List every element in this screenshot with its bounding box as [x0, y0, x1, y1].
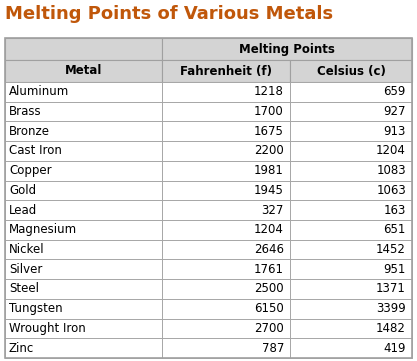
Bar: [290, 82, 412, 102]
Bar: [290, 200, 412, 220]
Bar: [5, 279, 162, 299]
Text: Bronze: Bronze: [9, 125, 50, 138]
Bar: [162, 38, 412, 60]
Text: Silver: Silver: [9, 263, 43, 276]
Bar: [5, 102, 162, 121]
Bar: [5, 240, 162, 260]
Text: 2700: 2700: [254, 322, 284, 335]
Bar: [162, 200, 290, 220]
Text: Brass: Brass: [9, 105, 42, 118]
Text: 1371: 1371: [376, 283, 406, 296]
Text: 787: 787: [261, 342, 284, 355]
Text: 1675: 1675: [254, 125, 284, 138]
Text: Lead: Lead: [9, 204, 37, 217]
Text: 3399: 3399: [376, 302, 406, 315]
Bar: [290, 161, 412, 180]
Bar: [5, 338, 162, 358]
Bar: [290, 102, 412, 121]
Bar: [5, 318, 162, 338]
Text: 913: 913: [384, 125, 406, 138]
Text: 1083: 1083: [377, 164, 406, 177]
Bar: [5, 180, 162, 200]
Text: Metal: Metal: [65, 65, 102, 78]
Bar: [162, 161, 290, 180]
Text: Copper: Copper: [9, 164, 52, 177]
Bar: [290, 220, 412, 240]
Text: 651: 651: [384, 223, 406, 236]
Bar: [5, 121, 162, 141]
Text: 951: 951: [384, 263, 406, 276]
Text: 927: 927: [384, 105, 406, 118]
Bar: [290, 180, 412, 200]
Text: 163: 163: [384, 204, 406, 217]
Text: 1981: 1981: [254, 164, 284, 177]
Text: 1218: 1218: [254, 85, 284, 98]
Bar: [5, 299, 162, 318]
Bar: [290, 318, 412, 338]
Text: 1761: 1761: [254, 263, 284, 276]
Bar: [5, 260, 162, 279]
Text: 419: 419: [384, 342, 406, 355]
Bar: [5, 220, 162, 240]
Bar: [162, 260, 290, 279]
Bar: [290, 299, 412, 318]
Bar: [290, 60, 412, 82]
Bar: [162, 60, 290, 82]
Text: 1452: 1452: [376, 243, 406, 256]
Text: Steel: Steel: [9, 283, 39, 296]
Text: 6150: 6150: [254, 302, 284, 315]
Text: 1945: 1945: [254, 184, 284, 197]
Bar: [162, 240, 290, 260]
Bar: [162, 82, 290, 102]
Text: Fahrenheit (f): Fahrenheit (f): [180, 65, 272, 78]
Text: Zinc: Zinc: [9, 342, 34, 355]
Text: Aluminum: Aluminum: [9, 85, 69, 98]
Bar: [162, 220, 290, 240]
Bar: [5, 38, 162, 60]
Bar: [5, 38, 412, 358]
Text: Nickel: Nickel: [9, 243, 45, 256]
Bar: [162, 318, 290, 338]
Bar: [290, 338, 412, 358]
Bar: [5, 161, 162, 180]
Text: 659: 659: [384, 85, 406, 98]
Text: Magnesium: Magnesium: [9, 223, 77, 236]
Bar: [5, 200, 162, 220]
Text: 327: 327: [261, 204, 284, 217]
Bar: [162, 141, 290, 161]
Text: 2500: 2500: [254, 283, 284, 296]
Bar: [5, 141, 162, 161]
Bar: [162, 102, 290, 121]
Text: 1482: 1482: [376, 322, 406, 335]
Bar: [5, 60, 162, 82]
Bar: [290, 121, 412, 141]
Text: Melting Points of Various Metals: Melting Points of Various Metals: [5, 5, 333, 23]
Bar: [162, 279, 290, 299]
Text: Melting Points: Melting Points: [239, 43, 335, 56]
Text: 1700: 1700: [254, 105, 284, 118]
Text: Celsius (c): Celsius (c): [317, 65, 385, 78]
Text: 2200: 2200: [254, 144, 284, 157]
Bar: [162, 338, 290, 358]
Text: 1204: 1204: [254, 223, 284, 236]
Text: 1204: 1204: [376, 144, 406, 157]
Text: 1063: 1063: [376, 184, 406, 197]
Bar: [290, 240, 412, 260]
Bar: [162, 180, 290, 200]
Bar: [5, 82, 162, 102]
Text: Wrought Iron: Wrought Iron: [9, 322, 86, 335]
Text: 2646: 2646: [254, 243, 284, 256]
Text: Gold: Gold: [9, 184, 36, 197]
Text: Tungsten: Tungsten: [9, 302, 63, 315]
Bar: [162, 121, 290, 141]
Bar: [162, 299, 290, 318]
Bar: [290, 141, 412, 161]
Bar: [290, 279, 412, 299]
Bar: [290, 260, 412, 279]
Text: Cast Iron: Cast Iron: [9, 144, 62, 157]
